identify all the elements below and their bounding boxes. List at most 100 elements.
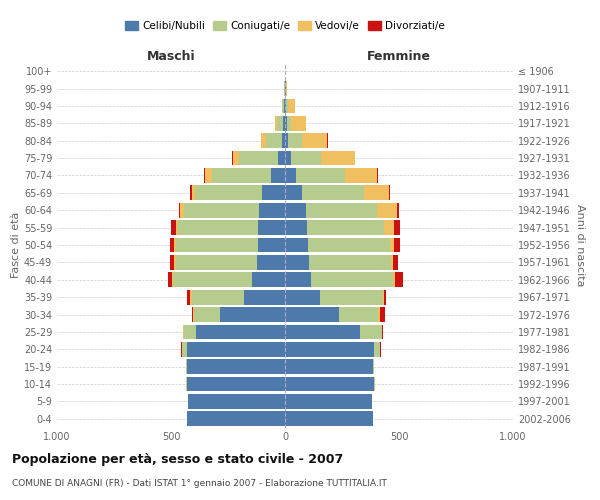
Bar — [384, 220, 394, 235]
Bar — [394, 220, 400, 235]
Bar — [394, 255, 398, 270]
Bar — [397, 203, 398, 218]
Bar — [379, 307, 380, 322]
Bar — [285, 238, 308, 252]
Bar — [285, 203, 305, 218]
Bar — [285, 98, 286, 114]
Bar — [292, 116, 306, 130]
Bar — [262, 186, 285, 200]
Bar — [167, 272, 172, 287]
Bar — [179, 203, 180, 218]
Bar — [171, 220, 176, 235]
Bar — [283, 116, 285, 130]
Bar — [285, 81, 286, 96]
Bar — [288, 98, 295, 114]
Bar — [390, 238, 394, 252]
Bar — [176, 238, 257, 252]
Bar — [285, 186, 302, 200]
Bar — [194, 307, 220, 322]
Bar — [252, 272, 285, 287]
Bar — [285, 134, 289, 148]
Bar — [282, 98, 284, 114]
Bar — [187, 376, 285, 392]
Bar — [196, 324, 285, 340]
Bar — [380, 307, 385, 322]
Bar — [296, 168, 346, 183]
Bar — [364, 186, 389, 200]
Bar — [285, 150, 290, 166]
Bar — [305, 203, 377, 218]
Bar — [308, 238, 390, 252]
Bar — [389, 186, 390, 200]
Bar — [285, 342, 374, 356]
Bar — [277, 116, 283, 130]
Bar — [286, 81, 287, 96]
Bar — [394, 272, 395, 287]
Bar — [383, 290, 384, 304]
Bar — [320, 290, 383, 304]
Bar — [259, 203, 285, 218]
Bar — [285, 220, 307, 235]
Bar — [193, 307, 194, 322]
Bar — [391, 255, 394, 270]
Bar — [180, 203, 184, 218]
Bar — [302, 186, 364, 200]
Bar — [289, 134, 302, 148]
Bar — [257, 255, 285, 270]
Bar — [266, 134, 281, 148]
Y-axis label: Fasce di età: Fasce di età — [11, 212, 21, 278]
Bar — [322, 150, 355, 166]
Bar — [284, 98, 285, 114]
Bar — [170, 255, 175, 270]
Bar — [285, 255, 309, 270]
Bar — [286, 98, 288, 114]
Bar — [261, 134, 266, 148]
Bar — [309, 255, 391, 270]
Text: COMUNE DI ANAGNI (FR) - Dati ISTAT 1° gennaio 2007 - Elaborazione TUTTITALIA.IT: COMUNE DI ANAGNI (FR) - Dati ISTAT 1° ge… — [12, 479, 387, 488]
Bar — [373, 360, 374, 374]
Bar — [382, 324, 383, 340]
Bar — [205, 168, 212, 183]
Bar — [311, 272, 394, 287]
Bar — [233, 150, 239, 166]
Bar — [195, 186, 262, 200]
Bar — [188, 394, 285, 409]
Text: Maschi: Maschi — [146, 50, 196, 62]
Bar — [182, 342, 187, 356]
Bar — [307, 220, 384, 235]
Bar — [338, 307, 379, 322]
Bar — [384, 290, 386, 304]
Bar — [285, 360, 373, 374]
Bar — [190, 186, 191, 200]
Bar — [257, 220, 285, 235]
Bar — [175, 238, 176, 252]
Bar — [186, 376, 187, 392]
Bar — [184, 324, 196, 340]
Text: Popolazione per età, sesso e stato civile - 2007: Popolazione per età, sesso e stato civil… — [12, 452, 343, 466]
Bar — [394, 238, 400, 252]
Bar — [172, 272, 173, 287]
Bar — [170, 238, 175, 252]
Bar — [184, 203, 259, 218]
Bar — [285, 394, 371, 409]
Bar — [187, 290, 190, 304]
Bar — [302, 134, 327, 148]
Bar — [220, 307, 285, 322]
Bar — [285, 168, 296, 183]
Bar — [287, 116, 292, 130]
Bar — [187, 412, 285, 426]
Bar — [187, 360, 285, 374]
Bar — [212, 168, 271, 183]
Bar — [257, 238, 285, 252]
Text: Femmine: Femmine — [367, 50, 431, 62]
Bar — [285, 307, 338, 322]
Bar — [191, 290, 244, 304]
Bar — [275, 116, 277, 130]
Bar — [285, 290, 320, 304]
Bar — [239, 150, 278, 166]
Bar — [187, 342, 285, 356]
Bar — [360, 324, 382, 340]
Bar — [278, 150, 285, 166]
Bar — [285, 116, 287, 130]
Bar — [204, 168, 205, 183]
